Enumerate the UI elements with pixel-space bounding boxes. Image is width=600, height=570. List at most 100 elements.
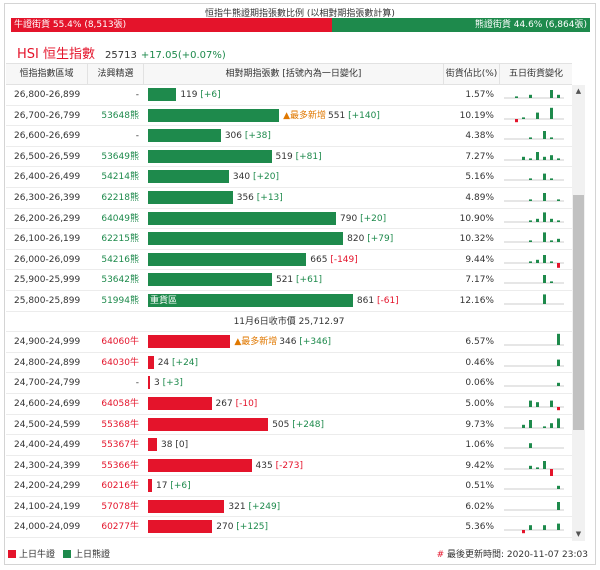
table-scrollbar[interactable]: ▲ ▼ (572, 85, 585, 541)
contracts-value: 665 (310, 254, 331, 265)
bear-row-9[interactable]: 25,900-25,999 53642熊 521 [+61] 7.17% (6, 270, 572, 291)
sparkline-bar (557, 262, 560, 268)
bull-row-7[interactable]: 24,200-24,299 60216牛 17 [+6] 0.51% (6, 476, 572, 497)
warrant-panel: 恒指牛熊證期指張數比例 (以相對期指張數計算) 牛證街貨 55.4% (8,51… (4, 3, 596, 565)
contracts-bar (148, 252, 307, 266)
share-cell: 4.89% (465, 192, 494, 203)
last-update: # 最後更新時間: 2020-11-07 23:03 (437, 547, 588, 560)
bear-row-6[interactable]: 26,200-26,299 64049熊 790 [+20] 10.90% (6, 209, 572, 230)
bull-row-8[interactable]: 24,100-24,199 57078牛 321 [+249] 6.02% (6, 497, 572, 518)
sparkline-bar (543, 156, 546, 160)
warrant-code[interactable]: 53649熊 (101, 151, 139, 162)
contracts-bar (148, 273, 272, 287)
warrant-code[interactable]: 64058牛 (101, 398, 139, 409)
contracts-bar (148, 479, 153, 493)
scroll-up-arrow-icon[interactable]: ▲ (575, 87, 582, 95)
sparkline-bar (543, 525, 546, 531)
bull-row-3[interactable]: 24,600-24,699 64058牛 267 [-10] 5.00% (6, 394, 572, 415)
range-cell: 24,000-24,099 (14, 522, 81, 533)
bull-row-0[interactable]: 24,900-24,999 64060牛 ▲最多新增 346 [+346] 6.57% (6, 332, 572, 353)
five-day-sparkline (504, 90, 564, 99)
legend-bull: 上日牛證 (8, 547, 55, 560)
bear-row-2[interactable]: 26,600-26,699-306 [+38] 4.38% (6, 126, 572, 147)
warrant-code[interactable]: 54214熊 (101, 172, 139, 183)
five-day-cell (500, 456, 572, 476)
five-day-cell (500, 167, 572, 187)
bear-row-1[interactable]: 26,700-26,799 53648熊 ▲最多新增 551 [+140] 10.19% (6, 106, 572, 127)
scroll-down-arrow-icon[interactable]: ▼ (575, 530, 582, 538)
range-cell: 25,800-25,899 (14, 295, 81, 306)
contracts-delta: [+79] (367, 234, 394, 245)
bear-row-10[interactable]: 25,800-25,899 51994熊 重貨區 861 [-61] 12.16% (6, 291, 572, 312)
bull-row-4[interactable]: 24,500-24,599 55368牛 505 [+248] 9.73% (6, 415, 572, 436)
five-day-cell (500, 353, 572, 373)
share-cell: 9.44% (465, 254, 494, 265)
contracts-bar (148, 396, 212, 410)
contracts-delta: [-61] (376, 295, 399, 306)
sparkline-bar (529, 400, 532, 407)
sparkline-bar (550, 400, 553, 407)
bull-row-5[interactable]: 24,400-24,499 55367牛 38 [0] 1.06% (6, 435, 572, 456)
contracts-cell: ▲最多新增 346 [+346] (144, 332, 444, 352)
five-day-sparkline (504, 294, 564, 305)
bull-row-1[interactable]: 24,800-24,899 64030牛 24 [+24] 0.46% (6, 353, 572, 374)
sparkline-bar (557, 417, 560, 428)
warrant-code[interactable]: 64030牛 (101, 357, 139, 368)
warrant-code[interactable]: 55366牛 (101, 460, 139, 471)
warrant-code[interactable]: 60277牛 (101, 522, 139, 533)
contracts-bar (148, 232, 344, 246)
bull-row-9[interactable]: 24,000-24,099 60277牛 270 [+125] 5.36% (6, 517, 572, 539)
sparkline-bar (557, 359, 560, 366)
five-day-cell (500, 147, 572, 167)
warrant-code[interactable]: 51994熊 (101, 295, 139, 306)
range-cell: 26,000-26,099 (14, 254, 81, 265)
sparkline-bar (529, 137, 532, 140)
contracts-delta: [-10] (235, 398, 258, 409)
contracts-cell: 3 [+3] (144, 373, 444, 393)
contracts-cell: 270 [+125] (144, 517, 444, 537)
five-day-sparkline (504, 131, 564, 140)
legend-bull-label: 上日牛證 (19, 550, 56, 560)
warrant-code[interactable]: 64049熊 (101, 213, 139, 224)
contracts-cell: 340 [+20] (144, 167, 444, 187)
bear-row-0[interactable]: 26,800-26,899-119 [+6] 1.57% (6, 85, 572, 106)
contracts-bar (148, 129, 221, 143)
five-day-sparkline (504, 524, 564, 534)
contracts-value: 505 (272, 419, 293, 430)
warrant-code[interactable]: 57078牛 (101, 501, 139, 512)
contracts-delta: [-273] (275, 460, 304, 471)
sparkline-bar (557, 501, 560, 510)
bull-row-6[interactable]: 24,300-24,399 55366牛 435 [-273] 9.42% (6, 456, 572, 477)
contracts-cell: ▲最多新增 551 [+140] (144, 106, 444, 126)
contracts-bar (148, 355, 154, 369)
warrant-code[interactable]: 53648熊 (101, 110, 139, 121)
sparkline-bar (550, 218, 553, 222)
share-cell: 7.17% (465, 275, 494, 286)
sparkline-bar (543, 460, 546, 469)
sparkline-bar (557, 383, 560, 387)
contracts-bar (148, 88, 177, 101)
warrant-code[interactable]: 53642熊 (101, 275, 139, 286)
sparkline-bar (536, 467, 539, 469)
bear-row-3[interactable]: 26,500-26,599 53649熊 519 [+81] 7.27% (6, 147, 572, 168)
bull-row-2[interactable]: 24,700-24,799-3 [+3] 0.06% (6, 373, 572, 394)
five-day-cell (500, 188, 572, 208)
contracts-delta: [+24] (172, 357, 199, 368)
warrant-code[interactable]: 55368牛 (101, 419, 139, 430)
sparkline-bar (543, 275, 546, 284)
warrant-code[interactable]: 60216牛 (101, 481, 139, 492)
share-cell: 4.38% (465, 131, 494, 142)
warrant-code[interactable]: 55367牛 (101, 440, 139, 451)
bear-row-4[interactable]: 26,400-26,499 54214熊 340 [+20] 5.16% (6, 167, 572, 188)
warrant-code[interactable]: 64060牛 (101, 337, 139, 348)
bear-row-7[interactable]: 26,100-26,199 62215熊 820 [+79] 10.32% (6, 229, 572, 250)
five-day-sparkline (504, 211, 564, 222)
bear-row-5[interactable]: 26,300-26,399 62218熊 356 [+13] 4.89% (6, 188, 572, 209)
five-day-cell (500, 497, 572, 517)
warrant-code[interactable]: 62215熊 (101, 234, 139, 245)
bear-row-8[interactable]: 26,000-26,099 54216熊 665 [-149] 9.44% (6, 250, 572, 271)
scroll-thumb[interactable] (573, 195, 584, 430)
five-day-sparkline (504, 417, 564, 428)
warrant-code[interactable]: 62218熊 (101, 192, 139, 203)
warrant-code[interactable]: 54216熊 (101, 254, 139, 265)
